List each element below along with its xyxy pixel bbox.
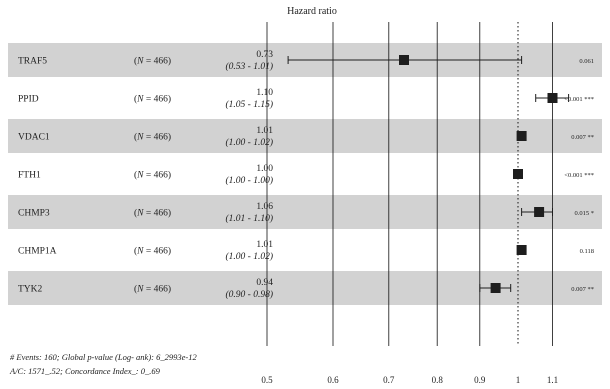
x-tick-label: 1	[516, 375, 521, 385]
p-value: 0.007 **	[571, 286, 594, 293]
table-row: CHMP1A (N = 466) 1.01(1.00 - 1.02) 0.118	[18, 240, 594, 262]
hr-value: 0.73	[256, 50, 273, 60]
hr-marker	[547, 93, 558, 103]
n-label: (N = 466)	[134, 284, 171, 295]
gene-label: PPID	[18, 95, 39, 105]
chart-title: Hazard ratio	[287, 6, 337, 17]
p-value: <0.001 ***	[564, 172, 594, 179]
x-tick-label: 0.9	[474, 375, 486, 385]
x-tick-label: 0.7	[383, 375, 395, 385]
n-label: (N = 466)	[134, 94, 171, 105]
x-tick-label: 0.6	[327, 375, 339, 385]
x-tick-label: 0.5	[261, 375, 273, 385]
gene-label: FTH1	[18, 171, 41, 181]
grid-lines	[266, 22, 553, 346]
hr-value: 1.10	[256, 88, 273, 98]
footnote-line-1: # Events: 160; Global p-value (Log- ank)…	[10, 352, 197, 362]
table-row: TRAF5 (N = 466) 0.73(0.53 - 1.01) 0.061	[18, 50, 594, 72]
hr-marker	[513, 169, 523, 179]
row-band	[8, 195, 602, 229]
table-row: PPID (N = 466) 1.10(1.05 - 1.15) <0.001 ***	[18, 88, 594, 110]
hr-value: 1.06	[256, 202, 273, 212]
ci-value: (1.00 - 1.00)	[226, 175, 274, 186]
ci-value: (0.90 - 0.98)	[226, 289, 274, 300]
hr-marker	[534, 207, 545, 217]
x-axis-tick-labels: 0.5 0.6 0.7 0.8 0.9 1 1.1	[261, 375, 558, 385]
gene-label: VDAC1	[18, 133, 50, 143]
n-label: (N = 466)	[134, 56, 171, 67]
p-value: <0.001 ***	[564, 96, 594, 103]
footnote-line-2: A/C: 1571_.52; Concordance Index_: 0_.69	[9, 366, 161, 376]
ci-value: (1.00 - 1.02)	[226, 251, 274, 262]
p-value: 0.007 **	[571, 134, 594, 141]
n-label: (N = 466)	[134, 246, 171, 257]
n-label: (N = 466)	[134, 132, 171, 143]
x-tick-label: 0.8	[432, 375, 444, 385]
row-band	[8, 119, 602, 153]
table-rows: TRAF5 (N = 466) 0.73(0.53 - 1.01) 0.061 PPID…	[18, 50, 594, 300]
p-value: 0.118	[580, 248, 594, 255]
p-value: 0.061	[579, 58, 594, 65]
n-label: (N = 466)	[134, 208, 171, 219]
row-band	[8, 271, 602, 305]
hr-value: 1.00	[256, 164, 273, 174]
row-bands	[8, 43, 602, 305]
hr-marker	[399, 55, 409, 65]
gene-label: TYK2	[18, 285, 43, 295]
table-row: CHMP3 (N = 466) 1.06(1.01 - 1.10) 0.015 *	[18, 202, 594, 224]
hr-value: 1.01	[256, 240, 273, 250]
p-value: 0.015 *	[575, 210, 595, 217]
ci-value: (0.53 - 1.01)	[226, 61, 274, 72]
hr-marker	[490, 283, 501, 293]
n-label: (N = 466)	[134, 170, 171, 181]
ci-value: (1.01 - 1.10)	[226, 213, 274, 224]
hr-marker	[516, 131, 527, 141]
gene-label: TRAF5	[18, 57, 47, 67]
table-row: TYK2 (N = 466) 0.94(0.90 - 0.98) 0.007 **	[18, 278, 594, 300]
hr-value: 0.94	[256, 278, 273, 288]
x-tick-label: 1.1	[547, 375, 558, 385]
hr-value: 1.01	[256, 126, 273, 136]
table-row: VDAC1 (N = 466) 1.01(1.00 - 1.02) 0.007 **	[18, 126, 594, 148]
gene-label: CHMP1A	[18, 247, 57, 257]
hr-marker	[516, 245, 527, 255]
ci-value: (1.00 - 1.02)	[226, 137, 274, 148]
gene-label: CHMP3	[18, 209, 50, 219]
ci-value: (1.05 - 1.15)	[226, 99, 274, 110]
table-row: FTH1 (N = 466) 1.00(1.00 - 1.00) <0.001 ***	[18, 164, 594, 186]
